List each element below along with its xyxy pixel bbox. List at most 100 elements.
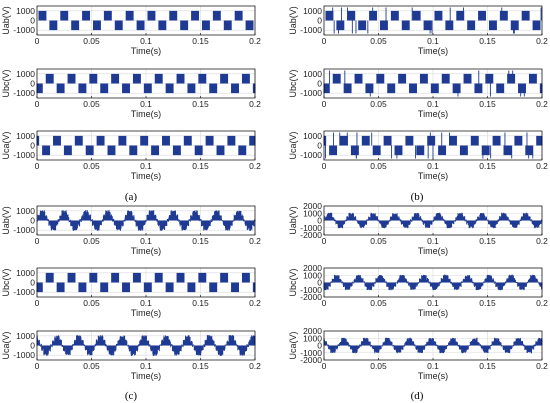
x-tick-label: 0: [35, 99, 40, 109]
x-tick-label: 0.2: [536, 361, 548, 371]
x-tick-label: 0.05: [370, 99, 387, 109]
x-tick-label: 0.1: [427, 161, 439, 171]
x-tick-label: 0.2: [249, 298, 261, 308]
x-tick-label: 0.1: [427, 99, 439, 109]
y-axis-label: Uab(V): [288, 206, 298, 235]
y-tick-label: 2000: [303, 263, 322, 273]
y-tick-label: 0: [317, 341, 322, 351]
y-axis-label: Uca(V): [1, 331, 11, 359]
y-tick-label: 1000: [16, 331, 35, 341]
x-tick-label: 0: [322, 36, 327, 46]
x-axis-label: Time(s): [418, 308, 448, 318]
x-tick-label: 0.15: [479, 161, 496, 171]
x-tick-label: 0.2: [249, 99, 261, 109]
y-axis-label: Ubc(V): [288, 268, 298, 296]
y-tick-label: 2000: [303, 201, 322, 211]
x-tick-label: 0: [322, 361, 327, 371]
x-tick-label: 0.2: [536, 298, 548, 308]
x-tick-label: 0: [322, 161, 327, 171]
x-tick-label: 0.2: [536, 236, 548, 246]
x-axis-label: Time(s): [131, 308, 161, 318]
y-tick-label: 1000: [303, 69, 322, 79]
y-tick-label: 1000: [16, 6, 35, 16]
x-tick-label: 0.1: [427, 361, 439, 371]
x-tick-label: 0.1: [140, 36, 152, 46]
x-tick-label: 0.2: [249, 161, 261, 171]
y-tick-label: 0: [30, 16, 35, 26]
x-tick-label: 0: [322, 236, 327, 246]
x-axis-label: Time(s): [131, 46, 161, 56]
y-axis-label: Uab(V): [1, 206, 11, 235]
y-tick-label: 1000: [303, 333, 322, 343]
y-tick-label: 1000: [303, 131, 322, 141]
x-tick-label: 0.2: [536, 161, 548, 171]
y-tick-label: 1000: [303, 270, 322, 280]
x-tick-label: 0: [322, 298, 327, 308]
y-tick-label: 0: [30, 278, 35, 288]
y-tick-label: 1000: [16, 268, 35, 278]
y-axis-label: Uca(V): [288, 331, 298, 359]
x-tick-label: 0: [35, 236, 40, 246]
x-tick-label: 0.1: [140, 161, 152, 171]
x-tick-label: 0: [35, 36, 40, 46]
x-tick-label: 0.15: [479, 361, 496, 371]
x-axis-label: Time(s): [418, 371, 448, 381]
y-tick-label: -1000: [13, 150, 35, 160]
y-axis-label: Uab(V): [1, 6, 11, 35]
x-axis-label: Time(s): [131, 246, 161, 256]
x-tick-label: 0.05: [83, 298, 100, 308]
y-tick-label: -1000: [300, 150, 322, 160]
y-tick-label: 0: [30, 141, 35, 151]
y-tick-label: -1000: [300, 348, 322, 358]
x-tick-label: 0.1: [140, 99, 152, 109]
x-tick-label: 0.05: [83, 161, 100, 171]
x-axis-label: Time(s): [418, 246, 448, 256]
x-tick-label: 0.05: [83, 361, 100, 371]
y-tick-label: 0: [317, 79, 322, 89]
x-tick-label: 0.15: [192, 361, 209, 371]
x-tick-label: 0: [35, 298, 40, 308]
y-tick-label: 1000: [16, 131, 35, 141]
caption-d: (d): [411, 390, 424, 402]
caption-b: (b): [411, 191, 424, 203]
x-tick-label: 0.05: [83, 99, 100, 109]
x-tick-label: 0.2: [249, 36, 261, 46]
panel-d-ucav: 0 0.05 0.1 0.15 0.2-2000-1000010002000Uca(V)…: [288, 326, 548, 381]
y-tick-label: -1000: [13, 350, 35, 360]
y-tick-label: -2000: [300, 355, 322, 365]
y-tick-label: 2000: [303, 326, 322, 336]
y-tick-label: 0: [317, 278, 322, 288]
y-tick-label: 1000: [16, 206, 35, 216]
y-tick-label: -1000: [13, 287, 35, 297]
x-tick-label: 0.15: [192, 99, 209, 109]
y-tick-label: -2000: [300, 230, 322, 240]
y-tick-label: 0: [30, 341, 35, 351]
x-tick-label: 0.15: [479, 236, 496, 246]
x-tick-label: 0.15: [192, 161, 209, 171]
panel-d-ubcv: 0 0.05 0.1 0.15 0.2-2000-1000010002000Ubc(V)…: [288, 263, 548, 318]
x-tick-label: 0.05: [370, 361, 387, 371]
y-tick-label: -1000: [300, 223, 322, 233]
y-tick-label: 0: [30, 216, 35, 226]
x-tick-label: 0.15: [192, 298, 209, 308]
panel-d-uabv: 0 0.05 0.1 0.15 0.2-2000-1000010002000Uab(V)…: [288, 201, 548, 256]
x-tick-label: 0.1: [427, 36, 439, 46]
y-axis-label: Uab(V): [288, 6, 298, 35]
x-tick-label: 0.15: [192, 36, 209, 46]
x-tick-label: 0: [35, 161, 40, 171]
x-tick-label: 0.2: [536, 36, 548, 46]
x-tick-label: 0.15: [192, 236, 209, 246]
x-tick-label: 0.2: [249, 236, 261, 246]
y-axis-label: Uca(V): [1, 131, 11, 159]
y-axis-label: Ubc(V): [1, 268, 11, 296]
x-axis-label: Time(s): [131, 171, 161, 181]
x-tick-label: 0.2: [536, 99, 548, 109]
